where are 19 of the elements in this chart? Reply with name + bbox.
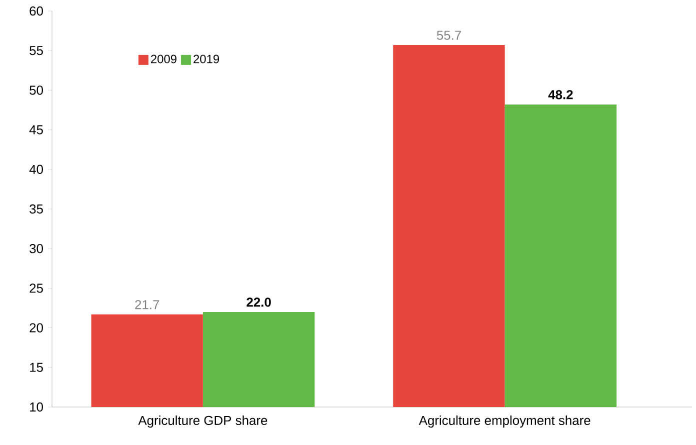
y-tick-label: 45 — [29, 125, 43, 134]
y-tick-label: 30 — [30, 244, 43, 254]
y-tick-label: 55 — [30, 46, 43, 56]
legend-label: 2009 — [151, 54, 176, 64]
data-label: 22.0 — [246, 298, 271, 307]
y-tick-label: 40 — [29, 164, 43, 174]
y-tick-label: 25 — [30, 284, 43, 293]
legend-label: 2019 — [194, 54, 220, 64]
y-tick-label: 60 — [30, 6, 43, 16]
y-tick-label: 35 — [30, 204, 43, 214]
x-tick-label: Agriculture employment share — [418, 416, 590, 428]
y-tick-label: 10 — [30, 402, 43, 412]
y-tick-label: 50 — [30, 86, 43, 95]
y-tick-label: 15 — [30, 362, 43, 372]
data-label: 48.2 — [548, 90, 573, 100]
data-label: 21.7 — [135, 300, 160, 310]
y-tick-label: 20 — [30, 323, 43, 332]
x-tick-label: Agriculture GDP share — [138, 416, 268, 428]
data-label: 55.7 — [436, 30, 461, 40]
